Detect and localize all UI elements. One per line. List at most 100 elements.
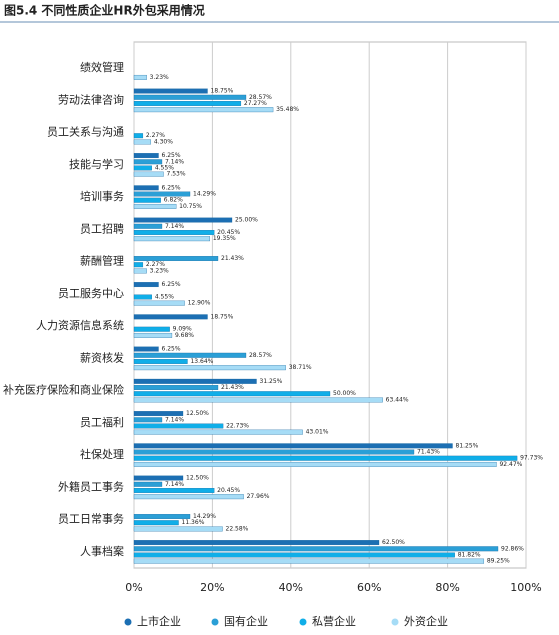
bar <box>133 159 163 165</box>
value-label: 3.23% <box>150 267 169 274</box>
bar <box>133 443 453 449</box>
value-label: 4.55% <box>155 293 174 300</box>
bar <box>133 488 215 493</box>
value-label: 71.43% <box>417 449 440 456</box>
y-tick-label: 绩效管理 <box>80 60 124 74</box>
value-label: 28.57% <box>249 352 272 359</box>
bar <box>133 282 159 288</box>
chart-title: 图5.4 不同性质企业HR外包采用情况 <box>4 3 205 18</box>
bar <box>133 107 274 113</box>
value-label: 6.25% <box>162 281 181 288</box>
value-label: 18.75% <box>211 313 234 320</box>
bar <box>133 197 161 203</box>
bar <box>133 449 415 455</box>
bar <box>133 191 191 197</box>
bar <box>133 332 173 338</box>
legend-marker <box>124 618 132 626</box>
value-label: 81.25% <box>456 442 479 449</box>
y-tick-label: 薪酬管理 <box>80 254 124 268</box>
value-label: 14.29% <box>193 513 216 520</box>
x-tick-label: 100% <box>510 581 541 594</box>
bar <box>133 417 163 423</box>
bar <box>133 481 163 487</box>
value-label: 11.36% <box>182 519 205 526</box>
bar <box>133 217 233 223</box>
bar <box>133 171 164 177</box>
value-label: 6.25% <box>162 152 181 159</box>
bar <box>133 391 331 397</box>
bar <box>133 94 247 100</box>
bar <box>133 520 179 526</box>
value-label: 6.25% <box>162 346 181 353</box>
y-tick-label: 员工福利 <box>80 415 124 429</box>
bar <box>133 385 219 390</box>
value-label: 12.90% <box>188 300 211 307</box>
bar <box>133 133 144 139</box>
bar <box>133 223 163 229</box>
value-label: 89.25% <box>487 558 510 565</box>
value-label: 27.27% <box>244 100 267 107</box>
bar <box>133 74 147 80</box>
bar <box>133 203 177 209</box>
value-label: 13.64% <box>190 358 213 365</box>
value-label: 7.14% <box>165 158 184 165</box>
bar <box>133 101 242 106</box>
value-label: 43.01% <box>306 429 329 436</box>
value-label: 18.75% <box>211 88 234 95</box>
y-tick-label: 薪资核发 <box>80 350 124 364</box>
value-label: 38.71% <box>289 364 312 371</box>
bar <box>133 552 455 558</box>
legend-label: 国有企业 <box>224 614 268 628</box>
legend-marker <box>299 618 307 626</box>
bar <box>133 165 152 171</box>
y-tick-label: 员工招聘 <box>80 221 124 235</box>
y-tick-label: 劳动法律咨询 <box>58 92 124 106</box>
value-label: 2.27% <box>146 132 165 139</box>
value-label: 21.43% <box>221 255 244 262</box>
bar <box>133 546 499 552</box>
legend-label: 上市企业 <box>137 614 181 628</box>
y-tick-label: 员工关系与沟通 <box>47 125 124 139</box>
y-tick-label: 社保处理 <box>80 447 124 461</box>
y-tick-label: 补充医疗保险和商业保险 <box>3 383 124 397</box>
value-label: 7.53% <box>167 171 186 178</box>
y-tick-label: 外籍员工事务 <box>58 479 124 493</box>
value-label: 27.96% <box>247 493 270 500</box>
value-label: 2.27% <box>146 261 165 268</box>
value-label: 7.14% <box>165 223 184 230</box>
legend-label: 外资企业 <box>404 614 448 628</box>
value-label: 10.75% <box>179 203 202 210</box>
bar <box>133 514 191 519</box>
bar <box>133 475 184 481</box>
bar <box>133 352 247 358</box>
value-label: 28.57% <box>249 94 272 101</box>
value-label: 63.44% <box>386 396 409 403</box>
bar <box>133 526 223 532</box>
value-label: 7.14% <box>165 416 184 423</box>
y-tick-label: 员工日常事务 <box>58 513 124 526</box>
value-label: 19.35% <box>213 235 236 242</box>
bar <box>133 153 159 159</box>
value-label: 4.30% <box>154 138 173 145</box>
bar <box>133 230 215 235</box>
y-tick-label: 技能与学习 <box>69 157 124 171</box>
value-label: 35.48% <box>276 106 299 113</box>
value-label: 21.43% <box>221 384 244 391</box>
bar <box>133 455 518 461</box>
value-label: 12.50% <box>186 475 209 482</box>
bar <box>133 256 219 261</box>
x-tick-label: 80% <box>435 581 459 594</box>
value-label: 92.47% <box>499 461 522 468</box>
value-label: 20.45% <box>217 229 240 236</box>
bar <box>133 262 144 268</box>
x-tick-label: 0% <box>125 581 142 594</box>
x-tick-label: 40% <box>279 581 303 594</box>
bar <box>133 268 147 274</box>
bar <box>133 378 257 384</box>
bar <box>133 461 497 467</box>
bar <box>133 397 383 403</box>
legend-marker <box>391 618 399 626</box>
bar <box>133 236 211 242</box>
value-label: 9.09% <box>173 326 192 333</box>
value-label: 50.00% <box>333 390 356 397</box>
